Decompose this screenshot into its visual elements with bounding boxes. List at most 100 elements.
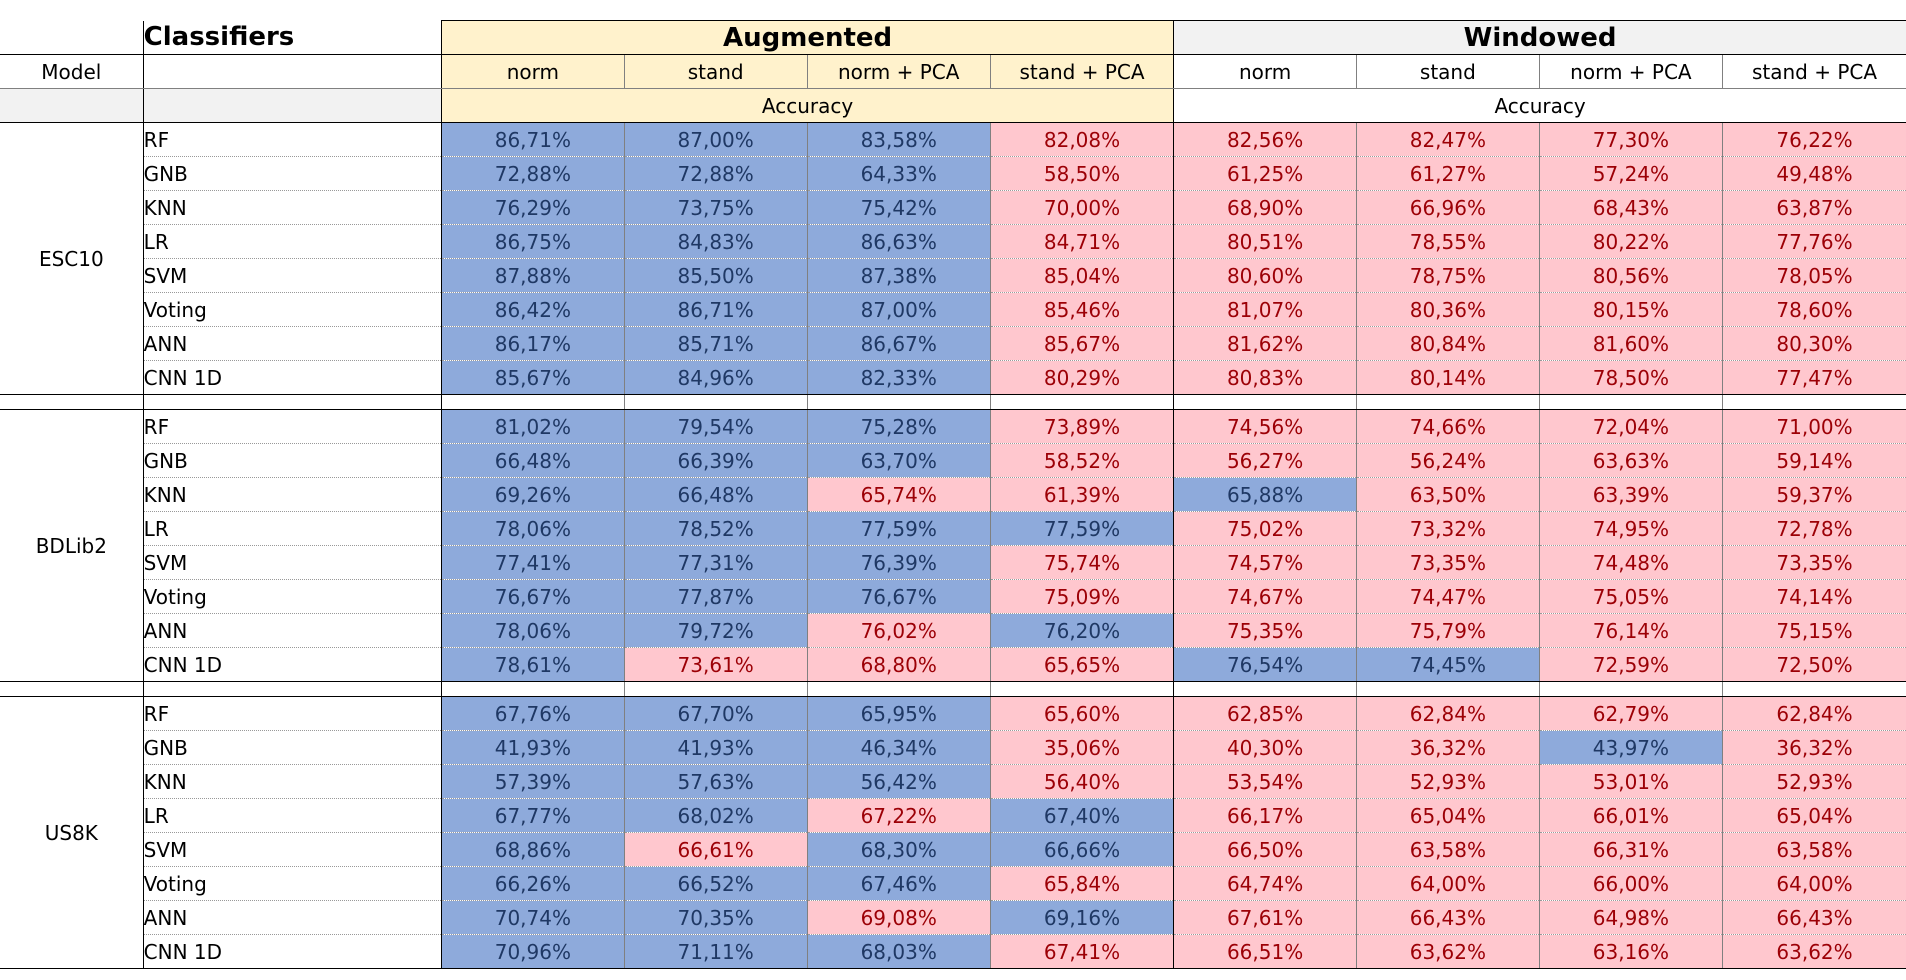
classifier-name: ANN (143, 326, 442, 361)
accuracy-cell: 70,00% (989, 190, 1174, 225)
accuracy-cell: 71,00% (1722, 409, 1906, 444)
spacer-cell (440, 681, 625, 697)
classifier-name: ANN (143, 613, 442, 648)
accuracy-cell: 61,39% (989, 477, 1174, 512)
accuracy-cell: 62,85% (1173, 696, 1357, 731)
accuracy-cell: 77,76% (1722, 224, 1906, 259)
classifier-name: SVM (143, 545, 442, 580)
accuracy-cell: 69,08% (806, 900, 991, 935)
accuracy-cell: 77,30% (1538, 122, 1723, 157)
accuracy-cell: 64,98% (1538, 900, 1723, 935)
accuracy-cell: 65,88% (1173, 477, 1357, 512)
accuracy-cell: 70,96% (440, 934, 625, 969)
accuracy-cell: 80,15% (1538, 292, 1723, 327)
accuracy-cell: 67,76% (440, 696, 625, 731)
accuracy-cell: 73,61% (623, 647, 808, 682)
accuracy-cell: 41,93% (440, 730, 625, 765)
accuracy-cell: 79,54% (623, 409, 808, 444)
accuracy-cell: 77,31% (623, 545, 808, 580)
table-row: CNN 1D 78,61% 73,61% 68,80% 65,65% 76,54% 74,4… (0, 647, 1906, 682)
accuracy-cell: 66,61% (623, 832, 808, 867)
accuracy-cell: 73,35% (1722, 545, 1906, 580)
accuracy-cell: 63,39% (1538, 477, 1723, 512)
table-row: US8K RF 67,76% 67,70% 65,95% 65,60% 62,85% 62,8… (0, 696, 1906, 969)
classifier-name: KNN (143, 477, 442, 512)
classifier-name: Voting (143, 292, 442, 327)
classifier-name: RF (143, 122, 442, 157)
accuracy-cell: 74,67% (1173, 579, 1357, 614)
accuracy-cell: 57,63% (623, 764, 808, 799)
accuracy-cell: 63,62% (1355, 934, 1540, 969)
accuracy-cell: 66,00% (1538, 866, 1723, 901)
accuracy-cell: 72,78% (1722, 511, 1906, 546)
accuracy-cell: 66,48% (623, 477, 808, 512)
accuracy-cell: 78,75% (1355, 258, 1540, 293)
model-label: US8K (0, 696, 144, 969)
spacer-cell (1173, 681, 1357, 697)
accuracy-cell: 75,05% (1538, 579, 1723, 614)
spacer-cell (143, 681, 442, 697)
accuracy-cell: 65,74% (806, 477, 991, 512)
classifier-name: KNN (143, 764, 442, 799)
accuracy-cell: 80,22% (1538, 224, 1723, 259)
classifier-header-blank (143, 54, 442, 89)
accuracy-cell: 74,47% (1355, 579, 1540, 614)
accuracy-cell: 65,04% (1722, 798, 1906, 833)
classifier-name: KNN (143, 190, 442, 225)
accuracy-cell: 70,74% (440, 900, 625, 935)
accuracy-cell: 73,35% (1355, 545, 1540, 580)
accuracy-cell: 67,70% (623, 696, 808, 731)
accuracy-cell: 81,07% (1173, 292, 1357, 327)
accuracy-cell: 66,43% (1722, 900, 1906, 935)
accuracy-cell: 82,47% (1355, 122, 1540, 157)
column-header: norm (1173, 54, 1357, 89)
accuracy-cell: 65,95% (806, 696, 991, 731)
accuracy-cell: 66,39% (623, 443, 808, 478)
classifier-name: GNB (143, 443, 442, 478)
accuracy-cell: 84,83% (623, 224, 808, 259)
accuracy-cell: 58,52% (989, 443, 1174, 478)
accuracy-cell: 78,60% (1722, 292, 1906, 327)
table-row: ANN 78,06% 79,72% 76,02% 76,20% 75,35% 75,79% 7… (0, 613, 1906, 648)
accuracy-cell: 74,45% (1355, 647, 1540, 682)
accuracy-cell: 80,14% (1355, 360, 1540, 395)
classifier-name: GNB (143, 156, 442, 191)
accuracy-cell: 75,09% (989, 579, 1174, 614)
accuracy-cell: 49,48% (1722, 156, 1906, 191)
accuracy-cell: 66,48% (440, 443, 625, 478)
accuracy-cell: 86,42% (440, 292, 625, 327)
accuracy-cell: 66,43% (1355, 900, 1540, 935)
accuracy-cell: 61,25% (1173, 156, 1357, 191)
accuracy-cell: 69,26% (440, 477, 625, 512)
accuracy-cell: 35,06% (989, 730, 1174, 765)
accuracy-cell: 63,62% (1722, 934, 1906, 969)
accuracy-cell: 85,71% (623, 326, 808, 361)
spacer-cell (0, 681, 144, 697)
table-row: KNN 76,29% 73,75% 75,42% 70,00% 68,90% 66,96% 6… (0, 190, 1906, 225)
accuracy-cell: 85,46% (989, 292, 1174, 327)
accuracy-cell: 82,08% (989, 122, 1174, 157)
metric-label-windowed: Accuracy (1173, 88, 1906, 123)
accuracy-cell: 86,71% (623, 292, 808, 327)
accuracy-cell: 86,75% (440, 224, 625, 259)
accuracy-cell: 73,75% (623, 190, 808, 225)
accuracy-cell: 72,88% (440, 156, 625, 191)
column-header: stand + PCA (989, 54, 1174, 89)
table-row: BDLib2 RF 81,02% 79,54% 75,28% 73,89% 74,56% 74… (0, 409, 1906, 682)
table-row: LR 86,75% 84,83% 86,63% 84,71% 80,51% 78,55% 80… (0, 224, 1906, 259)
accuracy-cell: 85,50% (623, 258, 808, 293)
accuracy-cell: 69,16% (989, 900, 1174, 935)
accuracy-cell: 81,02% (440, 409, 625, 444)
accuracy-cell: 68,86% (440, 832, 625, 867)
accuracy-cell: 76,02% (806, 613, 991, 648)
column-header: norm + PCA (1538, 54, 1723, 89)
spacer-cell (1538, 681, 1723, 697)
accuracy-cell: 86,17% (440, 326, 625, 361)
classifier-name: Voting (143, 866, 442, 901)
accuracy-cell: 82,56% (1173, 122, 1357, 157)
accuracy-cell: 73,32% (1355, 511, 1540, 546)
accuracy-cell: 76,22% (1722, 122, 1906, 157)
accuracy-cell: 80,84% (1355, 326, 1540, 361)
table-row: LR 78,06% 78,52% 77,59% 77,59% 75,02% 73,32% 74… (0, 511, 1906, 546)
accuracy-cell: 78,06% (440, 613, 625, 648)
